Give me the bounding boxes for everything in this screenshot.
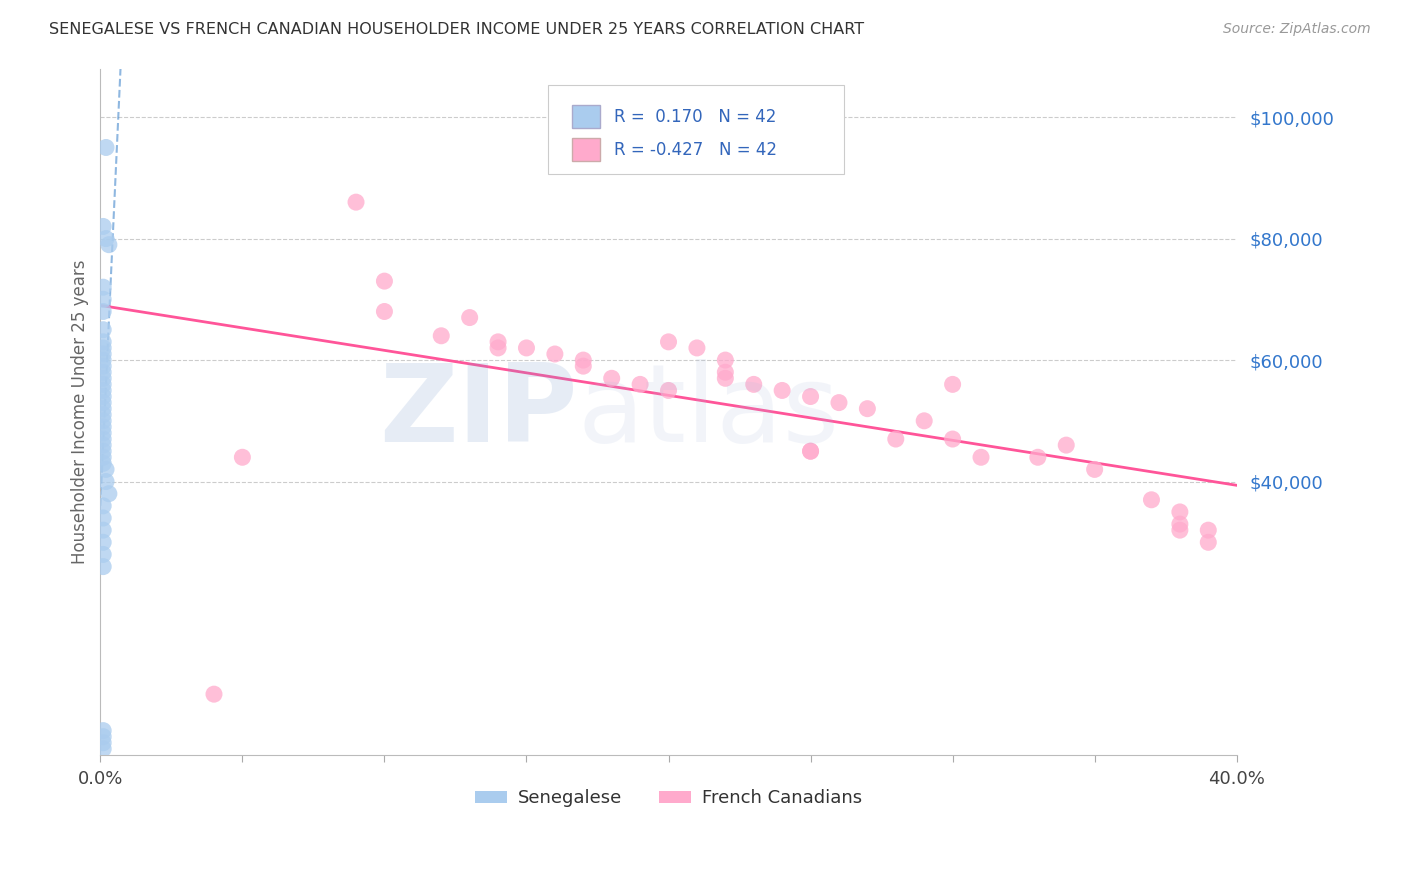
Point [344, 195, 367, 210]
Point [231, 450, 253, 465]
Text: Source: ZipAtlas.com: Source: ZipAtlas.com [1223, 22, 1371, 37]
Point [91, 384, 114, 398]
Point [91, 420, 114, 434]
Point [91, 293, 114, 307]
Point [91, 359, 114, 373]
Text: R = -0.427   N = 42: R = -0.427 N = 42 [614, 141, 778, 159]
Point [91, 456, 114, 470]
Text: R =  0.170   N = 42: R = 0.170 N = 42 [614, 108, 776, 126]
Point [94, 462, 117, 476]
Point [91, 408, 114, 422]
Point [1054, 438, 1077, 452]
Point [91, 432, 114, 446]
Point [828, 395, 851, 409]
Point [91, 377, 114, 392]
Point [91, 280, 114, 294]
Point [686, 341, 709, 355]
Legend: Senegalese, French Canadians: Senegalese, French Canadians [468, 782, 869, 814]
Point [572, 353, 595, 368]
Point [91, 365, 114, 379]
Point [94, 231, 117, 245]
Point [572, 359, 595, 373]
Text: ZIP: ZIP [380, 359, 578, 465]
Point [1168, 505, 1191, 519]
Point [486, 334, 509, 349]
Point [91, 347, 114, 361]
Point [91, 548, 114, 562]
Point [91, 511, 114, 525]
Point [800, 390, 823, 404]
Point [94, 140, 117, 154]
Point [1140, 492, 1163, 507]
Point [91, 353, 114, 368]
Point [91, 304, 114, 318]
Point [1197, 523, 1219, 537]
Point [91, 371, 114, 385]
Point [91, 741, 114, 756]
Point [515, 341, 537, 355]
Point [91, 444, 114, 458]
Point [800, 444, 823, 458]
Point [486, 341, 509, 355]
Point [91, 395, 114, 409]
Point [1197, 535, 1219, 549]
Text: SENEGALESE VS FRENCH CANADIAN HOUSEHOLDER INCOME UNDER 25 YEARS CORRELATION CHAR: SENEGALESE VS FRENCH CANADIAN HOUSEHOLDE… [49, 22, 865, 37]
Point [91, 425, 114, 440]
Point [628, 377, 651, 392]
Y-axis label: Householder Income Under 25 years: Householder Income Under 25 years [72, 260, 89, 564]
Point [91, 523, 114, 537]
Point [458, 310, 481, 325]
Point [942, 377, 965, 392]
Point [800, 444, 823, 458]
Point [97, 237, 120, 252]
Point [91, 341, 114, 355]
Point [970, 450, 993, 465]
Point [1168, 523, 1191, 537]
Point [94, 475, 117, 489]
Point [91, 559, 114, 574]
Point [714, 365, 737, 379]
Point [91, 723, 114, 738]
Point [91, 450, 114, 465]
Point [91, 323, 114, 337]
Point [856, 401, 879, 416]
Point [942, 432, 965, 446]
Point [430, 328, 453, 343]
Point [714, 371, 737, 385]
Point [91, 730, 114, 744]
Point [544, 347, 567, 361]
Point [373, 274, 395, 288]
Text: atlas: atlas [578, 359, 839, 465]
Point [91, 414, 114, 428]
Point [91, 390, 114, 404]
Point [884, 432, 907, 446]
Point [600, 371, 623, 385]
Point [742, 377, 765, 392]
Point [202, 687, 225, 701]
Point [373, 304, 395, 318]
Point [91, 401, 114, 416]
Point [91, 736, 114, 750]
Point [1168, 517, 1191, 532]
Point [657, 384, 679, 398]
Point [97, 486, 120, 500]
Point [912, 414, 935, 428]
Point [91, 334, 114, 349]
Point [770, 384, 793, 398]
Point [1084, 462, 1107, 476]
Point [91, 535, 114, 549]
Point [91, 499, 114, 513]
Point [91, 219, 114, 234]
Point [1026, 450, 1049, 465]
Point [657, 334, 679, 349]
Point [714, 353, 737, 368]
Point [91, 438, 114, 452]
